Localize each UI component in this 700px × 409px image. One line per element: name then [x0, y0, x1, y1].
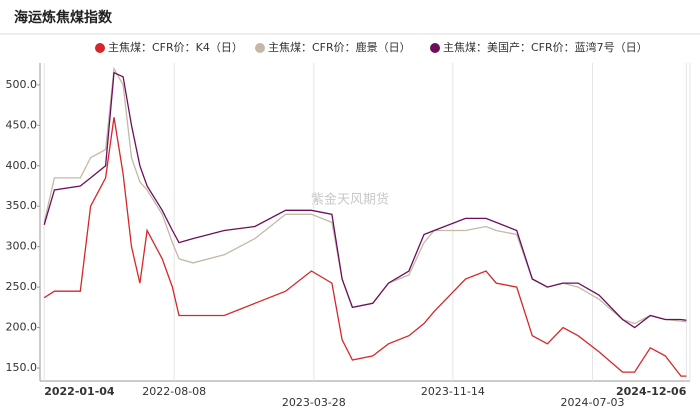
y-tick-label: 150.0: [6, 361, 38, 374]
legend-label: 主焦煤：美国产：CFR价：蓝湾7号（日）: [443, 40, 648, 54]
x-tick-label: 2022-08-08: [142, 385, 206, 398]
y-tick-label: 400.0: [6, 159, 38, 172]
legend-swatch: [255, 43, 265, 53]
y-tick-label: 350.0: [6, 199, 38, 212]
legend-label: 主焦煤：CFR价：K4（日）: [108, 41, 243, 54]
legend-swatch: [430, 43, 440, 53]
y-tick-label: 450.0: [6, 118, 38, 131]
watermark: 紫金天风期货: [311, 192, 389, 208]
x-tick-label: 2024-12-06: [616, 385, 687, 398]
data-line: [43, 71, 687, 329]
y-tick-label: 500.0: [6, 78, 38, 91]
data-line: [43, 117, 687, 377]
chart-title: 海运炼焦煤指数: [14, 9, 113, 26]
x-tick-label: 2023-03-28: [282, 396, 346, 409]
y-tick-label: 300.0: [6, 240, 38, 253]
y-tick-label: 250.0: [6, 280, 38, 293]
legend-item: 主焦煤：CFR价：K4（日）: [95, 41, 243, 54]
x-tick-label: 2023-11-14: [421, 385, 485, 398]
legend-item: 主焦煤：美国产：CFR价：蓝湾7号（日）: [430, 40, 648, 54]
x-tick-label: 2022-01-04: [44, 385, 115, 398]
legend-label: 主焦煤：CFR价：鹿景（日）: [268, 40, 411, 54]
x-tick-label: 2024-07-03: [561, 396, 625, 409]
legend-swatch: [95, 43, 105, 53]
y-tick-label: 200.0: [6, 321, 38, 334]
legend-item: 主焦煤：CFR价：鹿景（日）: [255, 40, 411, 54]
